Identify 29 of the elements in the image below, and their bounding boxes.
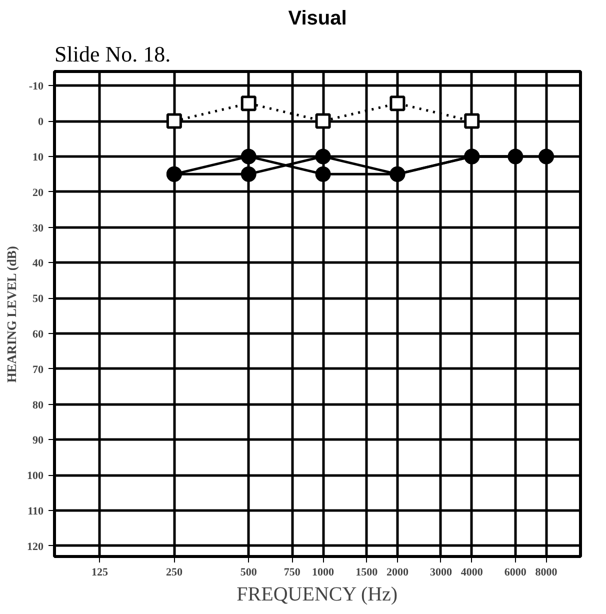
x-tick-label: 750: [284, 566, 301, 578]
y-tick-label: 10: [32, 151, 44, 164]
y-tick-label: -10: [28, 80, 44, 93]
y-tick-label: 20: [32, 186, 44, 199]
y-tick-label: 50: [32, 293, 44, 306]
y-tick-label: 40: [32, 258, 44, 270]
chart-title: Visual: [288, 8, 347, 30]
x-tick-label: 1000: [312, 566, 335, 578]
x-tick-label: 250: [166, 566, 183, 578]
x-tick-label: 2000: [386, 566, 409, 578]
y-tick-label: 60: [32, 328, 44, 340]
x-tick-label: 1500: [356, 566, 378, 578]
y-tick-label: 0: [38, 116, 44, 128]
y-tick-label: 110: [28, 505, 44, 518]
x-tick-label: 6000: [504, 566, 527, 578]
y-tick-label: 30: [32, 222, 44, 234]
x-axis-title: FREQUENCY (Hz): [236, 584, 398, 606]
x-tick-label: 500: [240, 566, 258, 578]
y-tick-label: 70: [32, 364, 44, 376]
y-tick-label: 120: [27, 540, 44, 553]
x-tick-label: 3000: [430, 566, 452, 578]
chart-subtitle: Slide No. 18.: [54, 42, 171, 66]
x-tick-label: 125: [92, 566, 109, 578]
y-tick-label: 80: [32, 399, 44, 412]
x-tick-label: 8000: [535, 566, 558, 578]
x-tick-label: 4000: [460, 566, 484, 578]
y-tick-label: 90: [32, 434, 44, 447]
y-tick-label: 100: [27, 470, 44, 482]
y-axis-title: HEARING LEVEL (dB): [4, 246, 19, 383]
